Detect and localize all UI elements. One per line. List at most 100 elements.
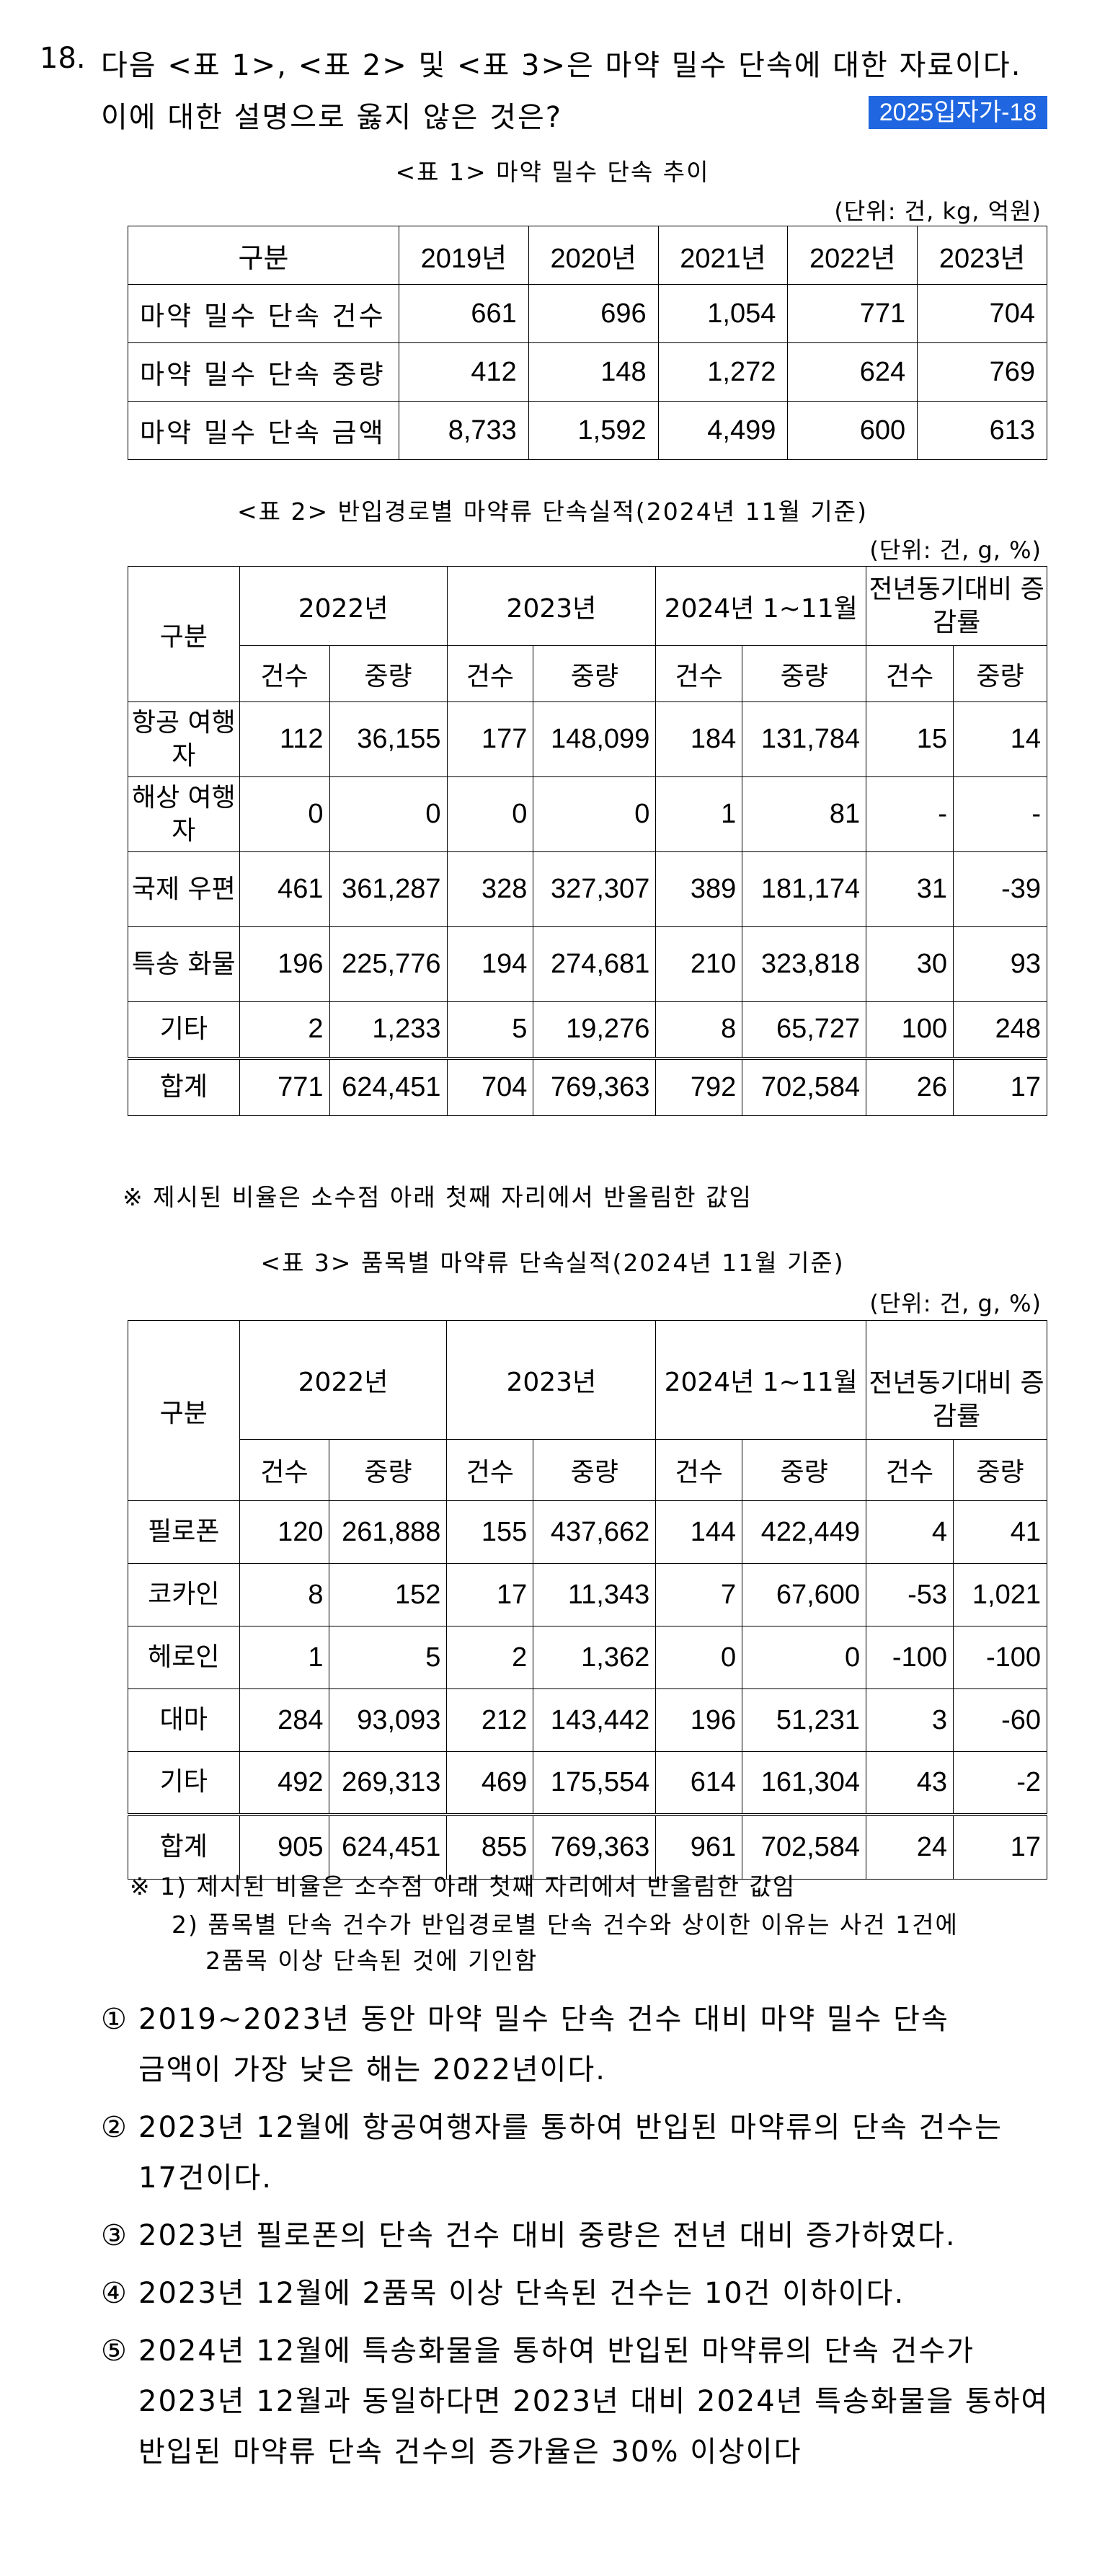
table-row: 대마 284 93,093 212 143,442 196 51,231 3 -… xyxy=(128,1688,1048,1752)
table3-subheader: 중량 xyxy=(742,1439,867,1501)
row-label: 마약 밀수 단속 중량 xyxy=(128,342,399,402)
choice-4[interactable]: ④ 2023년 12월에 2품목 이상 단속된 건수는 10건 이하이다. xyxy=(101,2270,905,2311)
table-cell: 26 xyxy=(866,1056,954,1116)
table-cell: 2 xyxy=(446,1626,534,1689)
table-cell: 152 xyxy=(329,1563,448,1626)
table2-group-header: 2022년 xyxy=(239,566,448,646)
table1-header-row: 구분 2019년 2020년 2021년 2022년 2023년 xyxy=(128,226,1047,285)
table-cell: 11,343 xyxy=(533,1563,657,1626)
table-row: 마약 밀수 단속 금액 8,733 1,592 4,499 600 613 xyxy=(128,401,1047,460)
table3-footnote: 2품목 이상 단속된 것에 기인함 xyxy=(205,1947,538,1975)
table-cell: 248 xyxy=(953,1001,1047,1058)
choice-marker: ① xyxy=(101,2003,128,2036)
table-cell: 328 xyxy=(446,851,534,927)
table2: 구분 2022년 2023년 2024년 1~11월 전년동기대비 증감률 건수… xyxy=(128,566,1047,1116)
table-cell: 1 xyxy=(655,776,743,852)
table-cell: 0 xyxy=(239,776,330,852)
table-cell: 155 xyxy=(446,1500,534,1564)
choice-1[interactable]: ① 2019~2023년 동안 마약 밀수 단속 건수 대비 마약 밀수 단속 xyxy=(101,1996,949,2037)
choice-text: 2023년 12월에 항공여행자를 통하여 반입된 마약류의 단속 건수는 xyxy=(138,2111,1003,2144)
row-label: 항공 여행자 xyxy=(128,701,240,777)
table3-subheader: 중량 xyxy=(329,1439,448,1501)
row-label: 합계 xyxy=(128,1813,240,1880)
choice-text: 2023년 필로폰의 단속 건수 대비 중량은 전년 대비 증가하였다. xyxy=(138,2219,957,2252)
table-cell: 24 xyxy=(866,1813,954,1880)
choice-text: 2024년 12월에 특송화물을 통하여 반입된 마약류의 단속 건수가 xyxy=(138,2334,975,2368)
table-cell: 4,499 xyxy=(657,401,789,460)
table-cell: 1 xyxy=(239,1626,330,1689)
table-row: 기타 492 269,313 469 175,554 614 161,304 4… xyxy=(128,1751,1048,1815)
table-row: 기타 2 1,233 5 19,276 8 65,727 100 248 xyxy=(128,1001,1047,1058)
table1-header: 2019년 xyxy=(399,226,529,285)
table2-subheader: 건수 xyxy=(239,645,330,702)
table1-header: 2023년 xyxy=(917,226,1047,285)
table-cell: 855 xyxy=(446,1813,534,1880)
table-cell: 624,451 xyxy=(329,1056,448,1116)
table-cell: 14 xyxy=(953,701,1047,777)
table-cell: 492 xyxy=(239,1751,330,1815)
table-cell: 327,307 xyxy=(533,851,657,927)
table-cell: 51,231 xyxy=(742,1688,867,1752)
table-cell: 31 xyxy=(866,851,954,927)
table-cell: 422,449 xyxy=(742,1500,867,1564)
table2-subheader: 건수 xyxy=(446,645,534,702)
table-cell: 81 xyxy=(742,776,867,852)
table-cell: 704 xyxy=(446,1056,534,1116)
table-cell: 36,155 xyxy=(329,701,448,777)
row-label: 기타 xyxy=(128,1751,240,1815)
table-row: 마약 밀수 단속 중량 412 148 1,272 624 769 xyxy=(128,342,1047,402)
table-row: 헤로인 1 5 2 1,362 0 0 -100 -100 xyxy=(128,1626,1048,1689)
table2-group-header: 2024년 1~11월 xyxy=(655,566,867,646)
table-cell: 225,776 xyxy=(329,926,448,1002)
table-cell: 112 xyxy=(239,701,330,777)
table3-subheader: 건수 xyxy=(866,1439,954,1501)
table-cell: 469 xyxy=(446,1751,534,1815)
choice-3[interactable]: ③ 2023년 필로폰의 단속 건수 대비 중량은 전년 대비 증가하였다. xyxy=(101,2212,957,2254)
table2-subheader: 건수 xyxy=(866,645,954,702)
row-label: 헤로인 xyxy=(128,1626,240,1689)
table2-subheader: 중량 xyxy=(953,645,1047,702)
table-cell: 0 xyxy=(329,776,448,852)
table-cell: 5 xyxy=(329,1626,448,1689)
table-cell: 769 xyxy=(917,342,1047,402)
table-cell: 613 xyxy=(917,401,1047,460)
table-cell: 1,362 xyxy=(533,1626,657,1689)
table1-header: 2020년 xyxy=(528,226,659,285)
table-cell: 144 xyxy=(655,1500,743,1564)
table-row: 특송 화물 196 225,776 194 274,681 210 323,81… xyxy=(128,926,1047,1002)
table-cell: 93,093 xyxy=(329,1688,448,1752)
question-source-tag: 2025입자가-18 xyxy=(869,96,1047,129)
table2-corner: 구분 xyxy=(128,566,240,702)
table-cell: 905 xyxy=(239,1813,330,1880)
table1-caption: <표 1> 마약 밀수 단속 추이 xyxy=(395,158,710,186)
table-cell: 148 xyxy=(528,342,659,402)
table-cell: 210 xyxy=(655,926,743,1002)
table-cell: 8 xyxy=(239,1563,330,1626)
table-cell: 412 xyxy=(399,342,529,402)
row-label: 기타 xyxy=(128,1001,240,1058)
table-cell: 67,600 xyxy=(742,1563,867,1626)
choice-marker: ⑤ xyxy=(101,2334,128,2368)
table-cell: 30 xyxy=(866,926,954,1002)
table-cell: 212 xyxy=(446,1688,534,1752)
table3-subheader: 건수 xyxy=(446,1439,534,1501)
row-label: 대마 xyxy=(128,1688,240,1752)
row-label: 합계 xyxy=(128,1056,240,1116)
table-cell: 323,818 xyxy=(742,926,867,1002)
choice-2[interactable]: ② 2023년 12월에 항공여행자를 통하여 반입된 마약류의 단속 건수는 xyxy=(101,2104,1003,2146)
row-label: 특송 화물 xyxy=(128,926,240,1002)
choice-5-continuation: 2023년 12월과 동일하다면 2023년 대비 2024년 특송화물을 통하… xyxy=(138,2385,1049,2418)
table-cell: 769,363 xyxy=(533,1813,657,1880)
table-cell: -2 xyxy=(952,1751,1048,1815)
table-cell: 181,174 xyxy=(742,851,867,927)
table-row-total: 합계 905 624,451 855 769,363 961 702,584 2… xyxy=(128,1813,1048,1880)
table-cell: 792 xyxy=(655,1056,743,1116)
table-cell: 1,054 xyxy=(657,284,789,343)
row-label: 국제 우편 xyxy=(128,851,240,927)
table-row: 필로폰 120 261,888 155 437,662 144 422,449 … xyxy=(128,1500,1048,1564)
table-row-total: 합계 771 624,451 704 769,363 792 702,584 2… xyxy=(128,1056,1047,1116)
row-label: 마약 밀수 단속 금액 xyxy=(128,401,399,460)
table3-subheader: 중량 xyxy=(952,1439,1048,1501)
choice-5[interactable]: ⑤ 2024년 12월에 특송화물을 통하여 반입된 마약류의 단속 건수가 xyxy=(101,2327,975,2369)
table-cell: 389 xyxy=(655,851,743,927)
